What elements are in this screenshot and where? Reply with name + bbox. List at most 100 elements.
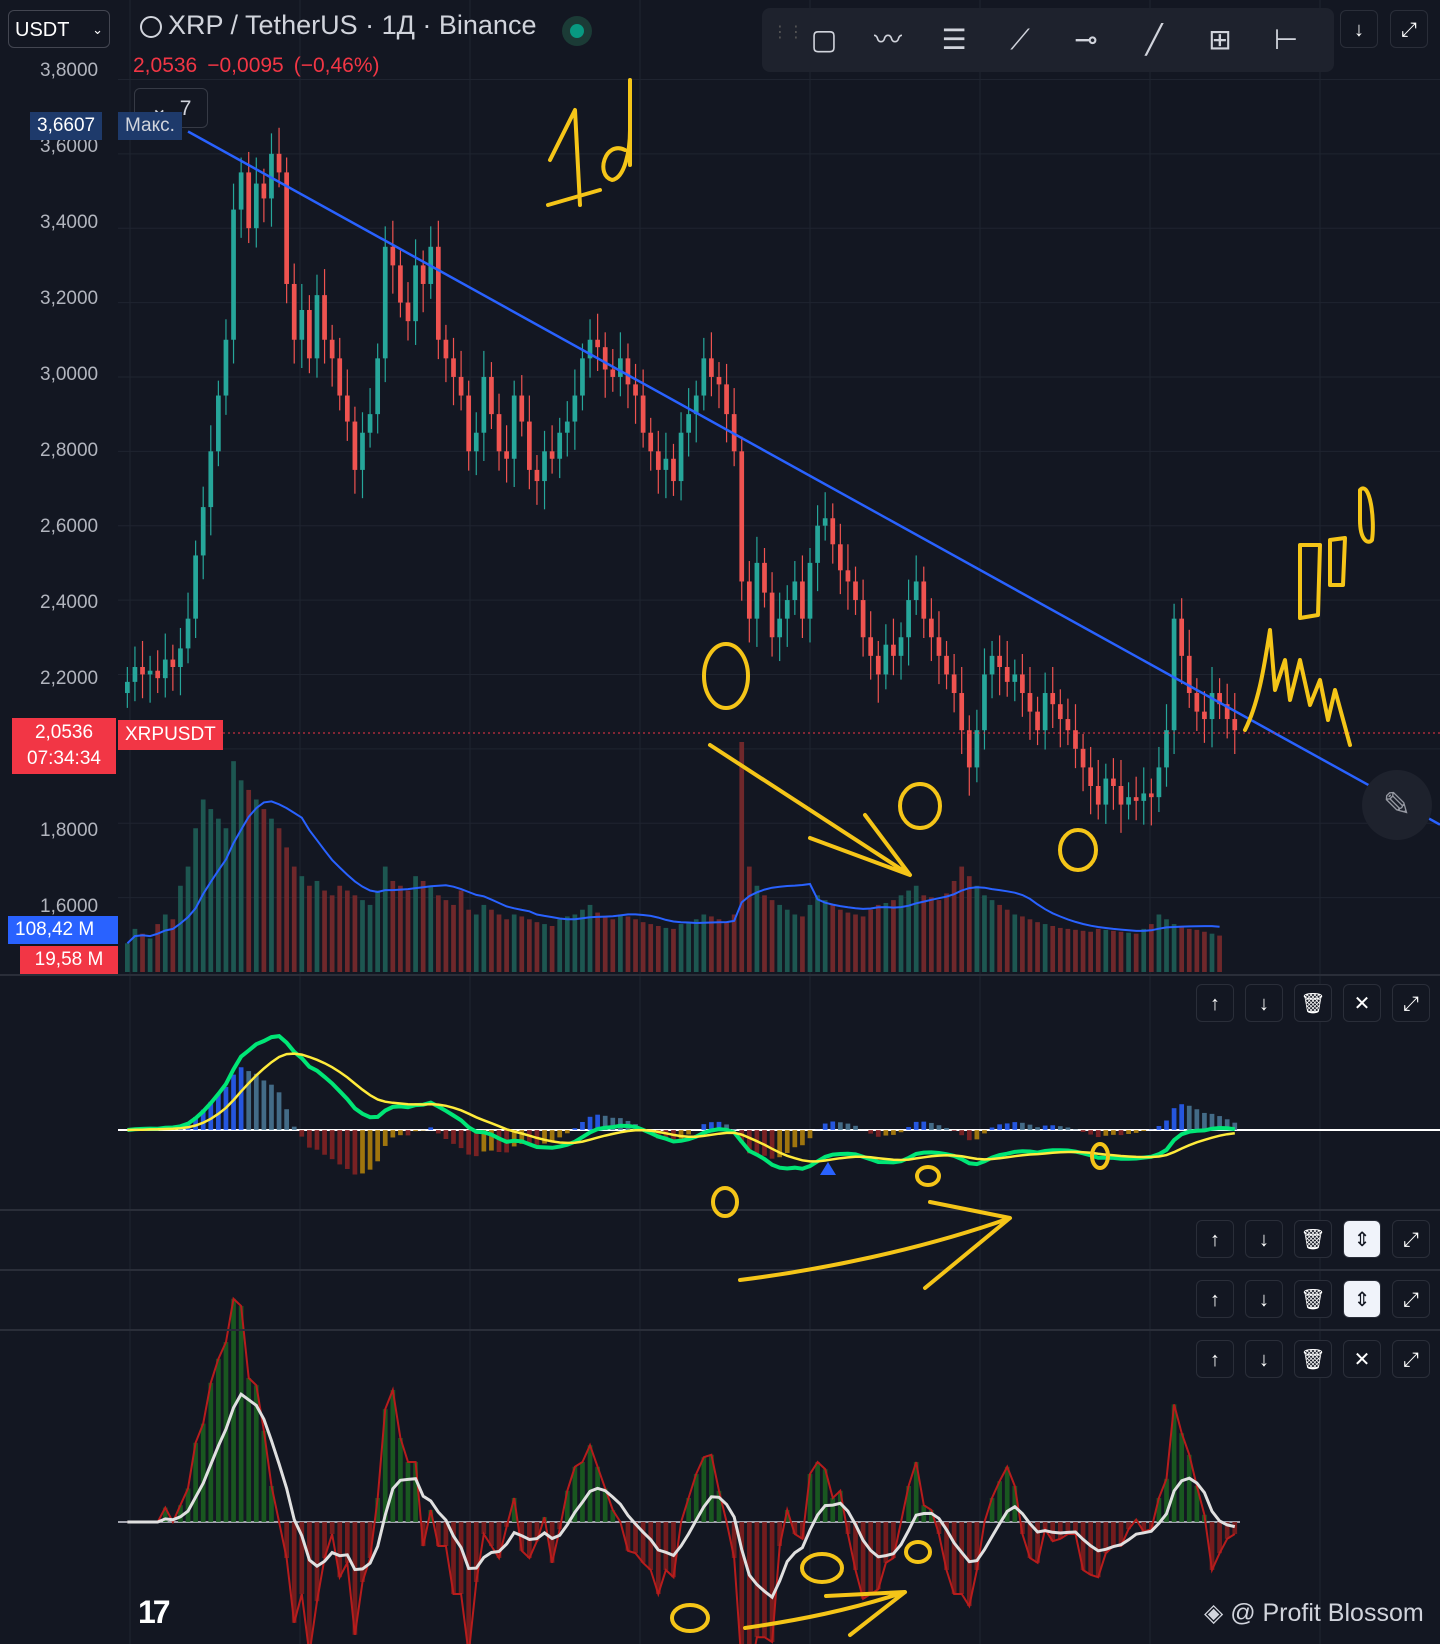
- currency-select[interactable]: USDT ⌄: [8, 10, 110, 48]
- macd-histogram-bar: [382, 1130, 388, 1146]
- horizontal-ray-icon[interactable]: ⊸: [1074, 24, 1098, 55]
- macd-histogram-bar: [489, 1130, 494, 1151]
- long-position-icon[interactable]: ⊞: [1208, 24, 1232, 55]
- pane-delete-button[interactable]: 🗑: [1294, 1220, 1332, 1258]
- pane-expand-button[interactable]: ⇕: [1343, 1280, 1381, 1318]
- volume-bar: [587, 904, 593, 972]
- rectangle-icon[interactable]: ▢: [810, 24, 838, 55]
- volume-bar: [709, 916, 714, 972]
- macd-histogram-bar: [966, 1130, 972, 1141]
- fib-lines-icon[interactable]: ☰: [941, 24, 967, 55]
- macd-histogram-bar: [1088, 1130, 1094, 1135]
- macd-histogram-bar: [1156, 1126, 1162, 1130]
- volume-bar: [701, 914, 707, 972]
- volume-bar: [1103, 929, 1109, 972]
- move-down-button[interactable]: ↓: [1340, 10, 1378, 48]
- trend-path-icon[interactable]: 〰: [873, 24, 902, 55]
- candle-body: [1164, 730, 1169, 768]
- tradingview-logo[interactable]: 17: [138, 1594, 171, 1630]
- pane-restore-button[interactable]: ⤢: [1392, 984, 1430, 1022]
- volume-bar: [1050, 926, 1056, 972]
- candle-body: [982, 674, 987, 731]
- volume-bar: [807, 904, 813, 972]
- trendline-drawing[interactable]: [187, 130, 1440, 826]
- candles: [125, 127, 1238, 833]
- macd-histogram-bar: [1050, 1125, 1056, 1130]
- macd-histogram-bar: [1004, 1123, 1010, 1130]
- candle-body: [360, 432, 365, 470]
- pane-move-up-button[interactable]: ↑: [1196, 1280, 1234, 1318]
- pane-move-down-button[interactable]: ↓: [1245, 984, 1283, 1022]
- candle-body: [966, 730, 972, 768]
- oscillator-bar: [602, 1488, 608, 1522]
- volume-bar: [253, 799, 259, 972]
- candle-body: [170, 659, 176, 667]
- volume-bar: [322, 890, 327, 972]
- candle-body: [1111, 778, 1116, 786]
- pane-move-up-button[interactable]: ↑: [1196, 984, 1234, 1022]
- oscillator-bar: [1027, 1522, 1033, 1558]
- pane-move-up-button[interactable]: ↑: [1196, 1340, 1234, 1378]
- pencil-icon[interactable]: ✎: [1362, 770, 1432, 840]
- oscillator-bar: [929, 1510, 934, 1522]
- macd-histogram-bar: [784, 1130, 790, 1153]
- annotation-1d: [546, 78, 632, 207]
- volume-bar: [147, 938, 153, 972]
- pane-move-down-button[interactable]: ↓: [1245, 1280, 1283, 1318]
- pane-move-down-button[interactable]: ↓: [1245, 1340, 1283, 1378]
- pane-restore-button[interactable]: ⤢: [1392, 1220, 1430, 1258]
- volume-bar: [868, 909, 874, 972]
- maximize-button[interactable]: ⤢: [1390, 10, 1428, 48]
- pane-collapse-button[interactable]: ✕: [1343, 1340, 1381, 1378]
- candle-body: [618, 358, 623, 377]
- volume-bar: [989, 900, 995, 972]
- oscillator-bar: [451, 1522, 456, 1594]
- pane-delete-button[interactable]: 🗑: [1294, 1340, 1332, 1378]
- pane-move-up-button[interactable]: ↑: [1196, 1220, 1234, 1258]
- arrow-down-icon: ↓: [1259, 1349, 1269, 1371]
- drag-handle-icon[interactable]: ⋮⋮: [772, 24, 804, 41]
- volume-bar: [754, 885, 760, 972]
- candle-body: [1156, 767, 1162, 798]
- macd-histogram-bar: [390, 1130, 396, 1138]
- volume-bar: [777, 904, 783, 972]
- collapse-icon: ✕: [1353, 1349, 1371, 1371]
- macd-histogram-bar: [678, 1130, 684, 1139]
- candle-body: [640, 395, 646, 433]
- trend-line-icon[interactable]: ╱: [1145, 24, 1163, 55]
- macd-histogram-bar: [337, 1130, 343, 1165]
- pane-delete-button[interactable]: 🗑: [1294, 984, 1332, 1022]
- pane-move-down-button[interactable]: ↓: [1245, 1220, 1283, 1258]
- volume-bar: [883, 903, 889, 972]
- macd-histogram-bar: [200, 1109, 206, 1130]
- volume-bar: [853, 914, 858, 972]
- volume-bar: [936, 900, 942, 972]
- oscillator-bar: [610, 1510, 616, 1522]
- candle-body: [178, 648, 183, 667]
- candle-body: [837, 544, 843, 571]
- pane-restore-button[interactable]: ⤢: [1392, 1340, 1430, 1378]
- candle-body: [663, 458, 669, 470]
- maximize-icon: ⤢: [1401, 19, 1417, 41]
- candle-body: [754, 562, 760, 619]
- pane-delete-button[interactable]: 🗑: [1294, 1280, 1332, 1318]
- symbol-title[interactable]: XRP / TetherUS · 1Д · Binance: [140, 10, 536, 41]
- oscillator-bar: [1118, 1522, 1124, 1546]
- oscillator-bar: [1186, 1454, 1192, 1522]
- oscillator-bar: [587, 1445, 593, 1522]
- pane-restore-button[interactable]: ⤢: [1392, 1280, 1430, 1318]
- pane-collapse-button[interactable]: ✕: [1343, 984, 1381, 1022]
- volume-bar: [170, 919, 176, 972]
- segment-icon[interactable]: ⟋: [1010, 24, 1030, 55]
- pane-expand-button[interactable]: ⇕: [1343, 1220, 1381, 1258]
- macd-histogram-bar: [739, 1130, 745, 1143]
- symbol-title-text: XRP / TetherUS · 1Д · Binance: [168, 10, 537, 40]
- market-status-icon[interactable]: [562, 16, 592, 46]
- candle-body: [671, 458, 676, 482]
- macd-histogram-bar: [1194, 1109, 1200, 1130]
- volume-bar: [435, 895, 441, 972]
- volume-bar: [208, 809, 214, 972]
- date-range-icon[interactable]: ⊢: [1273, 24, 1299, 55]
- candle-body: [959, 693, 965, 731]
